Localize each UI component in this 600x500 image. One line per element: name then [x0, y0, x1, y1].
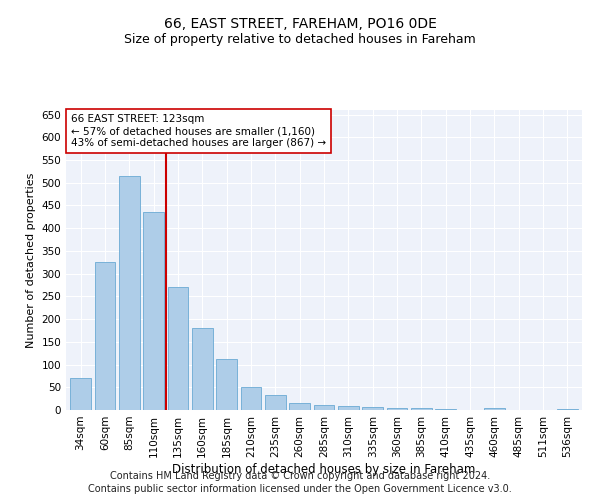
X-axis label: Distribution of detached houses by size in Fareham: Distribution of detached houses by size …: [172, 462, 476, 475]
Bar: [167, 288, 188, 410]
Bar: [484, 408, 505, 410]
Bar: [314, 404, 334, 410]
Bar: [557, 408, 578, 410]
Bar: [192, 328, 212, 410]
Bar: [265, 395, 286, 410]
Bar: [411, 408, 432, 410]
Bar: [436, 409, 456, 410]
Bar: [70, 378, 91, 410]
Text: Contains public sector information licensed under the Open Government Licence v3: Contains public sector information licen…: [88, 484, 512, 494]
Bar: [289, 402, 310, 410]
Bar: [143, 212, 164, 410]
Bar: [216, 359, 237, 410]
Bar: [338, 406, 359, 410]
Y-axis label: Number of detached properties: Number of detached properties: [26, 172, 36, 348]
Bar: [241, 388, 262, 410]
Bar: [95, 262, 115, 410]
Bar: [119, 176, 140, 410]
Text: 66, EAST STREET, FAREHAM, PO16 0DE: 66, EAST STREET, FAREHAM, PO16 0DE: [164, 18, 436, 32]
Text: 66 EAST STREET: 123sqm
← 57% of detached houses are smaller (1,160)
43% of semi-: 66 EAST STREET: 123sqm ← 57% of detached…: [71, 114, 326, 148]
Bar: [362, 408, 383, 410]
Text: Size of property relative to detached houses in Fareham: Size of property relative to detached ho…: [124, 32, 476, 46]
Text: Contains HM Land Registry data © Crown copyright and database right 2024.: Contains HM Land Registry data © Crown c…: [110, 471, 490, 481]
Bar: [386, 408, 407, 410]
